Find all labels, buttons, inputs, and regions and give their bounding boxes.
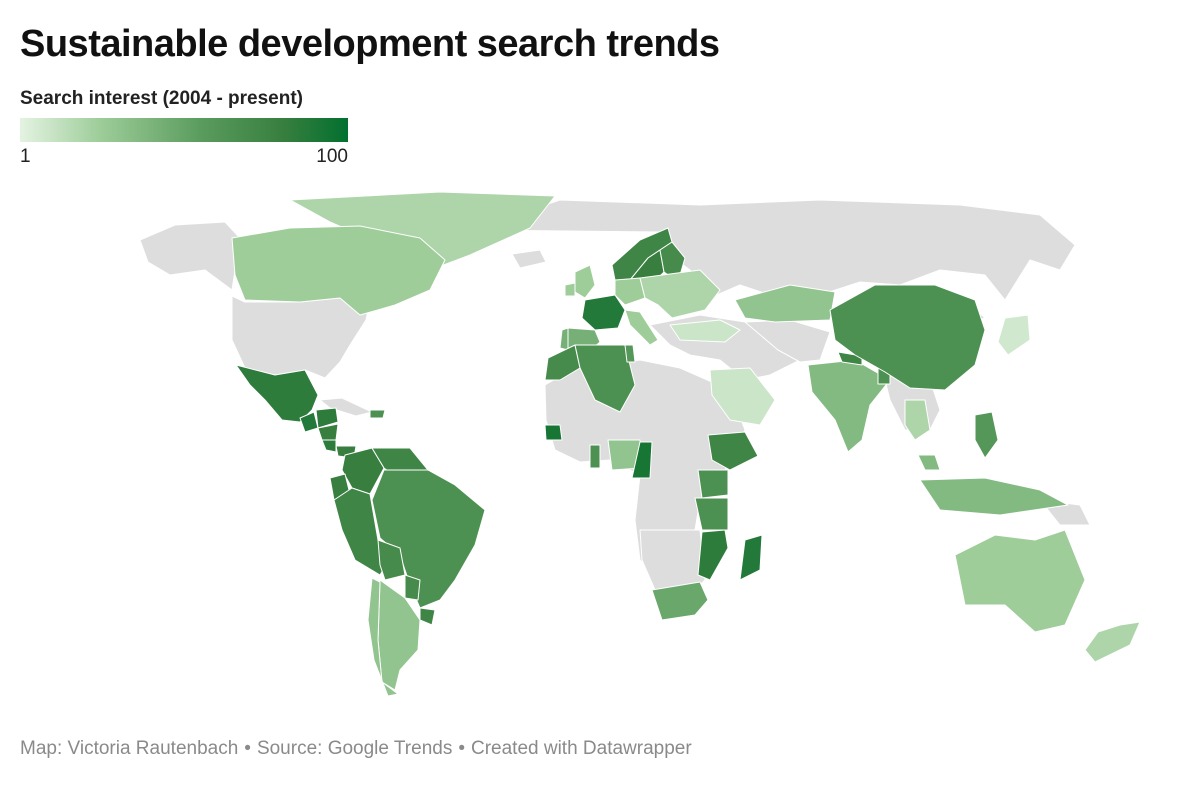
country-indonesia[interactable] bbox=[919, 477, 1069, 516]
country-saudi-arabia[interactable] bbox=[709, 367, 776, 426]
footer-separator: • bbox=[244, 738, 251, 759]
footer-credits: Map: Victoria Rautenbach • Source: Google … bbox=[20, 738, 692, 760]
country-kazakhstan[interactable] bbox=[734, 284, 836, 323]
country-germany[interactable] bbox=[614, 277, 646, 306]
country-china[interactable] bbox=[829, 284, 986, 391]
country-eastern-europe[interactable] bbox=[639, 269, 721, 319]
legend-gradient-bar bbox=[20, 118, 348, 142]
country-cuba[interactable] bbox=[319, 397, 373, 417]
map-title: Sustainable development search trends bbox=[20, 23, 720, 65]
country-paraguay[interactable] bbox=[404, 574, 421, 601]
country-finland[interactable] bbox=[659, 241, 686, 283]
country-tanzania[interactable] bbox=[694, 497, 729, 531]
world-map bbox=[139, 191, 1141, 697]
country-tunisia[interactable] bbox=[624, 344, 636, 363]
legend-labels: 1 100 bbox=[20, 142, 350, 168]
country-thailand[interactable] bbox=[904, 399, 931, 441]
country-australia[interactable] bbox=[954, 529, 1086, 633]
country-uruguay[interactable] bbox=[419, 607, 436, 626]
country-ethiopia[interactable] bbox=[707, 431, 759, 471]
country-mozambique[interactable] bbox=[697, 529, 729, 581]
country-india[interactable] bbox=[807, 359, 891, 453]
legend-min-label: 1 bbox=[20, 146, 31, 167]
country-ireland[interactable] bbox=[564, 282, 576, 297]
country-portugal[interactable] bbox=[559, 327, 569, 351]
country-russia[interactable] bbox=[469, 199, 1076, 301]
country-united-kingdom[interactable] bbox=[574, 264, 596, 299]
country-canada[interactable] bbox=[231, 225, 446, 316]
country-france[interactable] bbox=[581, 294, 626, 331]
country-italy[interactable] bbox=[624, 309, 659, 346]
country-south-africa[interactable] bbox=[651, 581, 709, 621]
color-legend: Search interest (2004 - present) 1 100 bbox=[20, 88, 350, 168]
country-kenya[interactable] bbox=[697, 469, 729, 499]
country-cameroon[interactable] bbox=[631, 441, 653, 479]
legend-title: Search interest (2004 - present) bbox=[20, 88, 304, 109]
created-with-credit: Created with Datawrapper bbox=[470, 738, 692, 759]
legend-max-label: 100 bbox=[316, 146, 348, 167]
country-philippines[interactable] bbox=[974, 411, 999, 459]
country-chile[interactable] bbox=[367, 577, 399, 697]
country-iceland[interactable] bbox=[511, 249, 547, 269]
country-ghana[interactable] bbox=[589, 444, 601, 469]
country-dominican-republic[interactable] bbox=[369, 409, 386, 419]
country-madagascar[interactable] bbox=[739, 534, 763, 581]
country-morocco[interactable] bbox=[544, 344, 581, 381]
country-malaysia[interactable] bbox=[917, 454, 941, 471]
country-bolivia[interactable] bbox=[377, 539, 406, 581]
country-honduras[interactable] bbox=[315, 407, 339, 429]
country-senegal[interactable] bbox=[544, 424, 563, 441]
map-credit: Map: Victoria Rautenbach bbox=[20, 738, 239, 759]
country-alaska[interactable] bbox=[139, 221, 241, 291]
country-brazil[interactable] bbox=[371, 469, 486, 609]
country-costa-rica[interactable] bbox=[321, 439, 337, 453]
source-credit: Source: Google Trends bbox=[256, 738, 453, 759]
country-turkey[interactable] bbox=[669, 319, 741, 343]
country-new-zealand[interactable] bbox=[1084, 621, 1141, 663]
country-japan[interactable] bbox=[997, 314, 1031, 356]
footer-separator: • bbox=[458, 738, 465, 759]
